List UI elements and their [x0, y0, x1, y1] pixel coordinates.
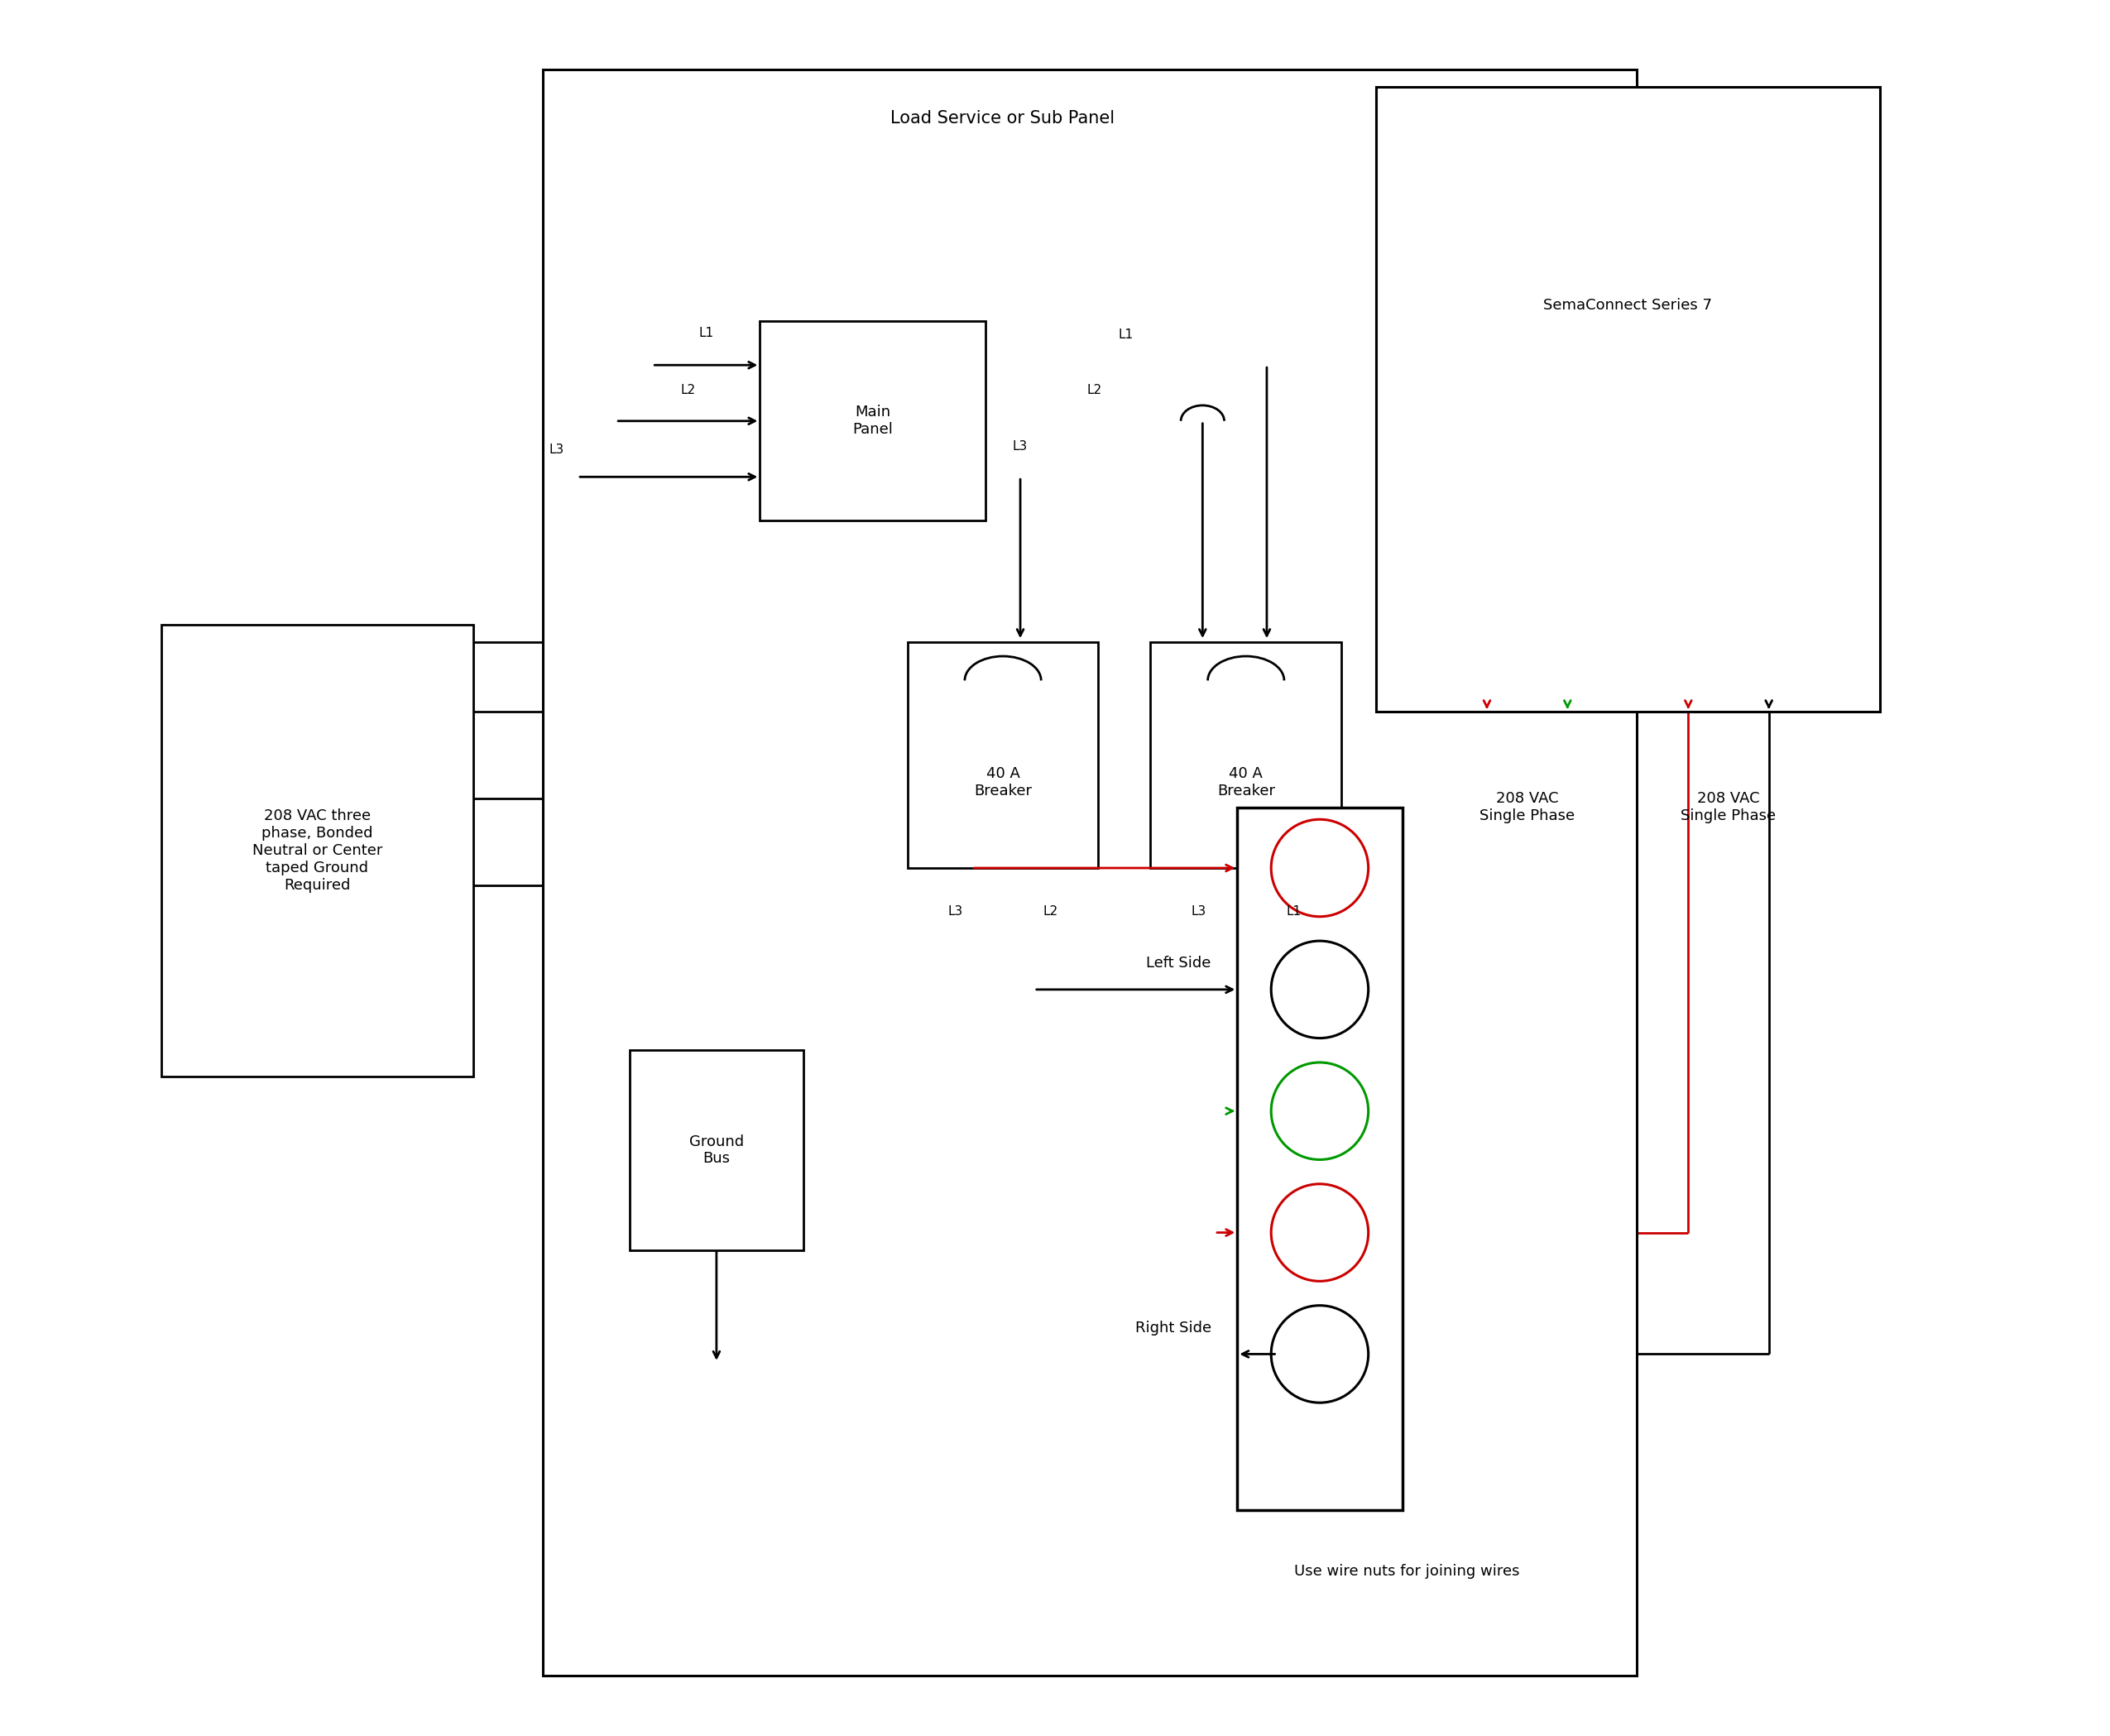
Text: Left Side: Left Side — [1146, 957, 1211, 970]
Bar — [629, 1050, 804, 1250]
Text: L2: L2 — [679, 384, 696, 398]
Text: 208 VAC
Single Phase: 208 VAC Single Phase — [1682, 792, 1777, 823]
Text: SemaConnect Series 7: SemaConnect Series 7 — [1545, 299, 1713, 312]
Bar — [1236, 807, 1403, 1510]
Text: 40 A
Breaker: 40 A Breaker — [975, 766, 1032, 799]
Text: 208 VAC
Single Phase: 208 VAC Single Phase — [1479, 792, 1574, 823]
Circle shape — [1270, 1305, 1369, 1403]
Bar — [1150, 642, 1342, 868]
Text: L3: L3 — [549, 444, 563, 457]
Text: Main
Panel: Main Panel — [852, 404, 893, 437]
Circle shape — [1270, 1062, 1369, 1160]
Text: 40 A
Breaker: 40 A Breaker — [1217, 766, 1274, 799]
Text: L2: L2 — [1042, 904, 1057, 918]
Text: Use wire nuts for joining wires: Use wire nuts for joining wires — [1293, 1564, 1519, 1578]
Bar — [760, 321, 985, 521]
Bar — [160, 625, 473, 1076]
Text: L1: L1 — [698, 326, 713, 339]
Circle shape — [1270, 941, 1369, 1038]
Text: L3: L3 — [1190, 904, 1207, 918]
Bar — [1376, 87, 1880, 712]
Text: L2: L2 — [1087, 384, 1101, 398]
Text: L1: L1 — [1285, 904, 1302, 918]
Text: L3: L3 — [1013, 441, 1028, 453]
Bar — [907, 642, 1099, 868]
Text: Right Side: Right Side — [1135, 1321, 1211, 1335]
Text: Load Service or Sub Panel: Load Service or Sub Panel — [890, 109, 1114, 127]
Bar — [542, 69, 1637, 1675]
Circle shape — [1270, 1184, 1369, 1281]
Text: L1: L1 — [1118, 328, 1133, 340]
Text: L3: L3 — [947, 904, 962, 918]
Text: Ground
Bus: Ground Bus — [690, 1134, 745, 1167]
Text: 208 VAC three
phase, Bonded
Neutral or Center
taped Ground
Required: 208 VAC three phase, Bonded Neutral or C… — [251, 809, 382, 892]
Circle shape — [1270, 819, 1369, 917]
